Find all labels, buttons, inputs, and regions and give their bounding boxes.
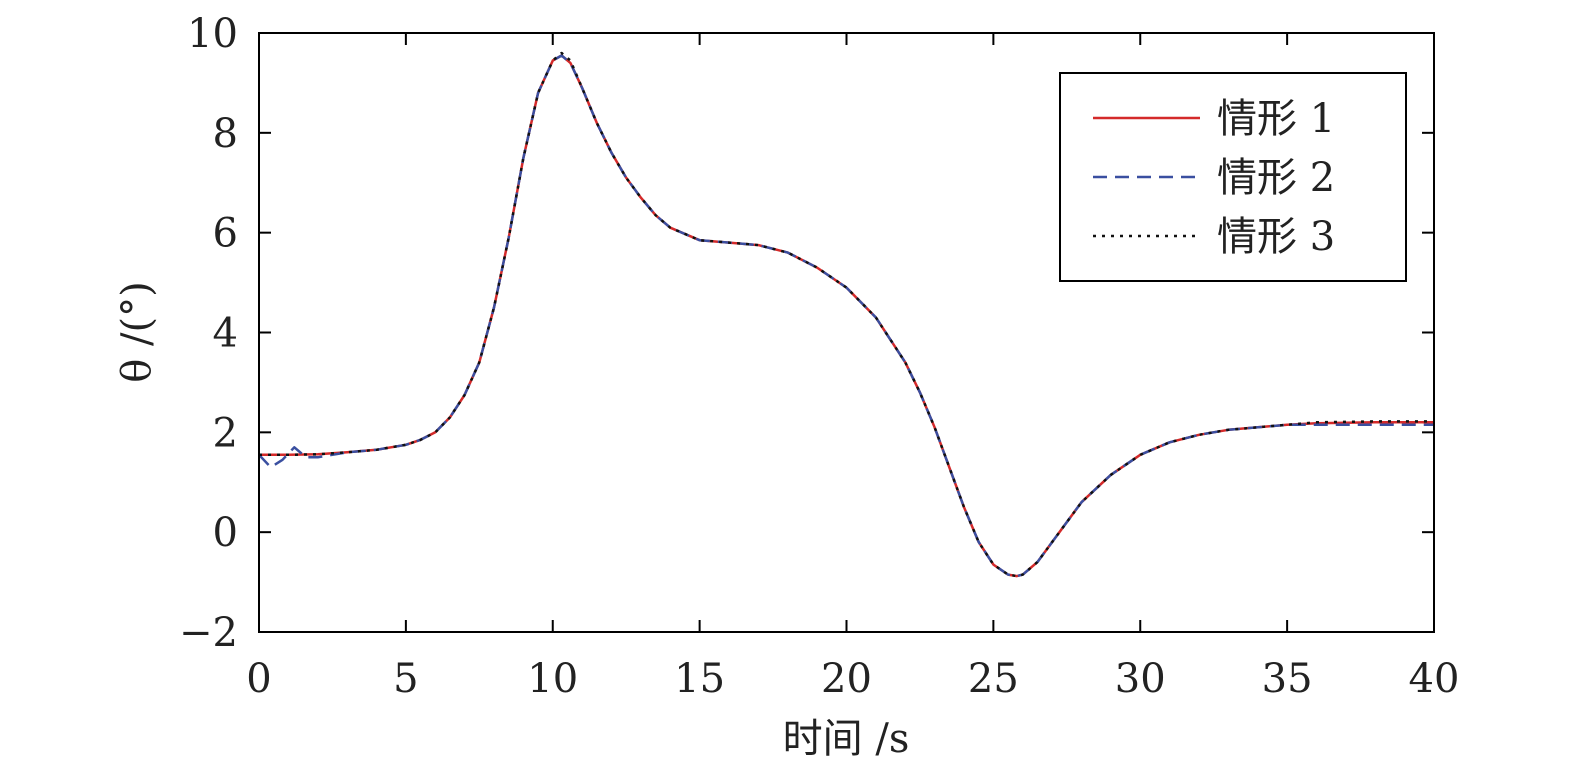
legend-label-1: 情形 1 [1217,96,1335,142]
x-tick-label-5: 25 [968,656,1019,702]
y-tick-label-2: 2 [213,410,238,456]
series-line-3 [259,51,1434,578]
legend-label-2: 情形 2 [1217,155,1335,201]
x-tick-label-2: 10 [527,656,578,702]
plot-frame [258,32,1435,633]
y-tick-label-1: 0 [213,510,238,556]
x-tick-label-1: 5 [393,656,418,702]
x-tick-label-4: 20 [821,656,872,702]
legend: 情形 1 情形 2 情形 3 [1059,72,1407,282]
x-tick-label-7: 35 [1262,656,1313,702]
y-tick-labels: −2 0 2 4 6 8 10 [179,11,238,656]
y-tick-label-4: 6 [213,211,238,257]
x-tick-labels: 0 5 10 15 20 25 30 35 40 [246,656,1459,702]
x-tick-label-3: 15 [674,656,725,702]
x-axis-label: 时间 /s [783,716,910,762]
y-axis-label: θ /(°) [114,281,160,382]
x-tick-label-6: 30 [1115,656,1166,702]
y-tick-label-0: −2 [179,610,238,656]
x-tick-label-0: 0 [246,656,271,702]
x-tick-label-8: 40 [1409,656,1460,702]
series-lines [258,51,1434,578]
legend-label-3: 情形 3 [1217,214,1335,260]
y-tick-label-6: 10 [187,11,238,57]
y-tick-label-5: 8 [213,111,238,157]
y-tick-label-3: 4 [213,311,238,357]
